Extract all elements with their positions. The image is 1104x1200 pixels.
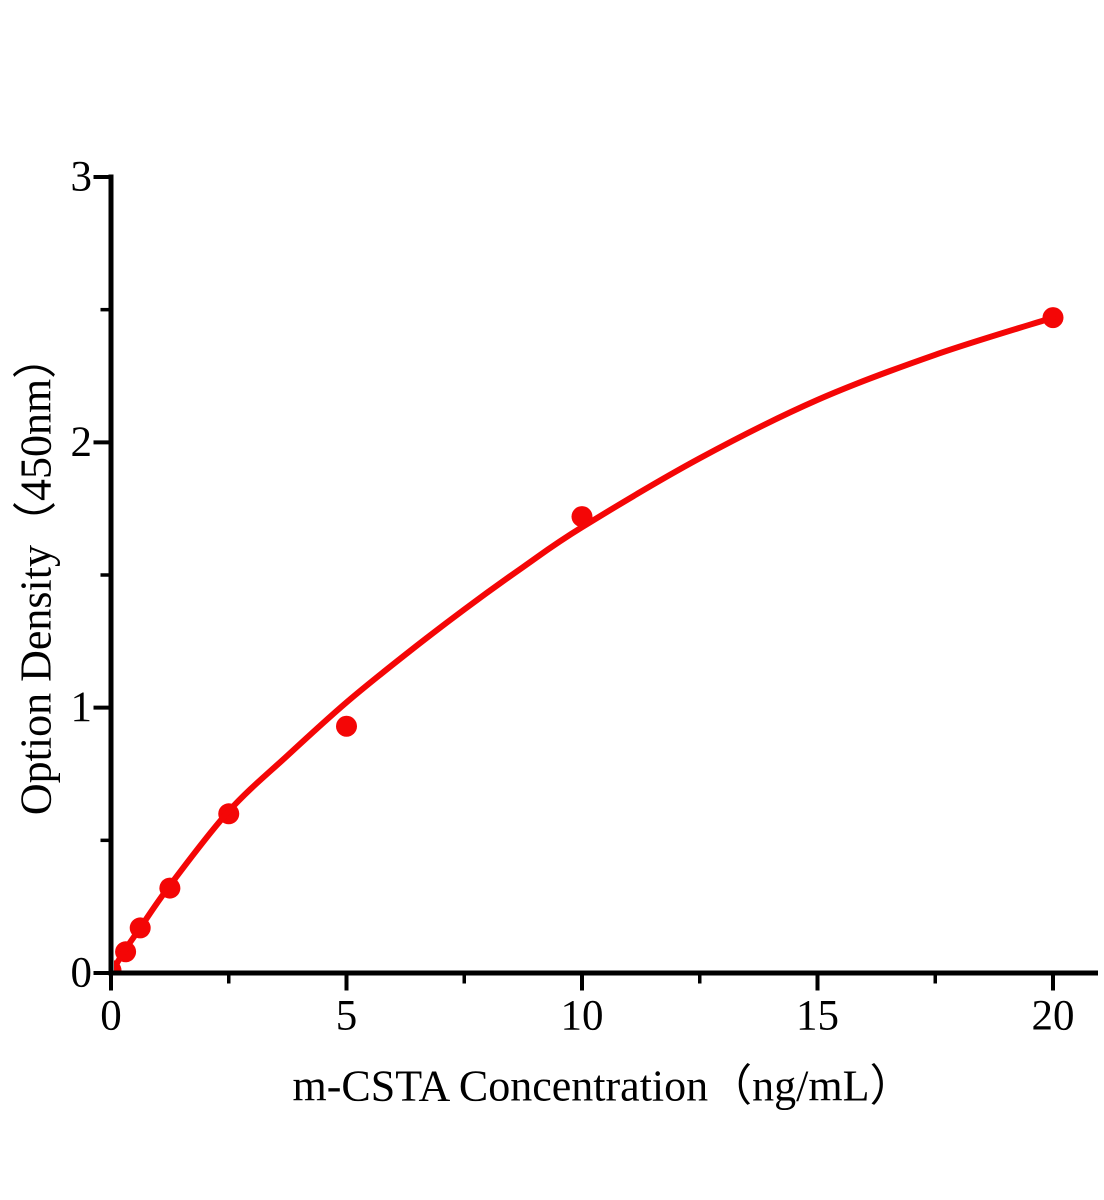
x-axis-title: m-CSTA Concentration（ng/mL） — [293, 1062, 914, 1111]
y-tick-label: 3 — [71, 154, 93, 201]
series-layer — [114, 307, 1064, 971]
y-tick-label: 2 — [71, 419, 93, 466]
axes-layer: 0 5 10 15 20 0 1 2 3 — [71, 154, 1098, 1040]
x-tick-label: 15 — [796, 993, 839, 1040]
x-tick-label: 0 — [100, 993, 122, 1040]
y-axis-title: Option Density（450nm） — [12, 335, 61, 815]
x-tick-label: 20 — [1032, 993, 1075, 1040]
x-tick-label: 10 — [561, 993, 604, 1040]
y-tick-label: 1 — [71, 684, 93, 731]
data-point — [336, 715, 357, 737]
x-tick-label: 5 — [336, 993, 358, 1040]
fit-curve-line — [114, 314, 1056, 971]
y-tick-label: 0 — [71, 950, 93, 997]
